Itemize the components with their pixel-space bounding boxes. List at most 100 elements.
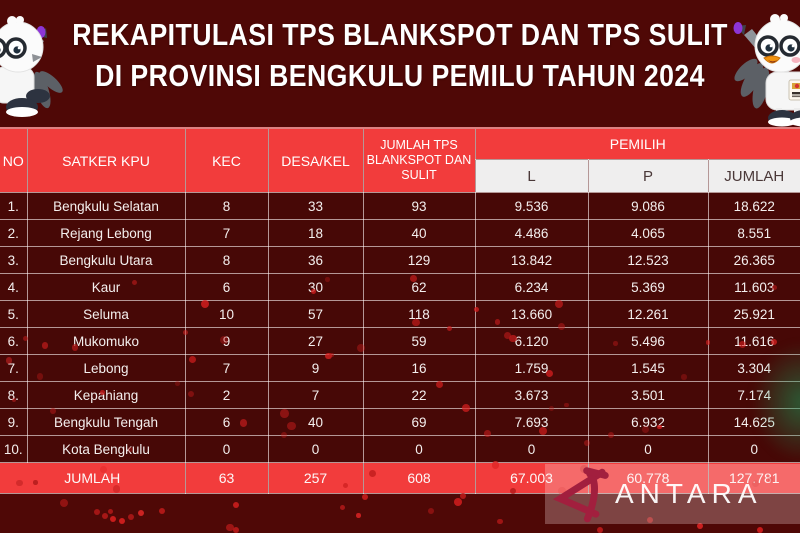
cell-kec: 8	[184, 192, 269, 220]
recap-table: NO SATKER KPU KEC DESA/KEL JUMLAH TPS BL…	[0, 127, 800, 494]
cell-pemilih-jumlah: 8.551	[707, 219, 800, 247]
cell-pemilih-l: 9.536	[474, 192, 589, 220]
title-line-1: REKAPITULASI TPS BLANKSPOT DAN TPS SULIT	[72, 17, 728, 52]
cell-pemilih-jumlah: 11.616	[707, 327, 800, 355]
cell-pemilih-jumlah: 7.174	[707, 381, 800, 409]
cell-desa: 7	[267, 381, 364, 409]
dot-decoration	[127, 513, 135, 521]
cell-kec: 7	[184, 354, 269, 382]
cell-pemilih-jumlah: 11.603	[707, 273, 800, 301]
watermark-brand: ANTARA	[615, 478, 763, 509]
cell-jumlah-tps: 16	[362, 354, 476, 382]
cell-no: 2.	[0, 219, 28, 247]
cell-pemilih-p: 6.932	[587, 408, 709, 436]
dot-decoration	[596, 526, 604, 533]
cell-desa: 33	[267, 192, 364, 220]
cell-desa: 9	[267, 354, 364, 382]
table-row: 6. Mukomuko 9 27 59 6.120 5.496 11.616	[0, 327, 800, 355]
cell-desa: 27	[267, 327, 364, 355]
col-header-pemilih: PEMILIH	[474, 127, 800, 160]
cell-kec: 10	[184, 300, 269, 328]
cell-pemilih-p: 5.369	[587, 273, 709, 301]
cell-jumlah-tps: 118	[362, 300, 476, 328]
cell-satker: Bengkulu Selatan	[26, 192, 186, 220]
cell-pemilih-p: 3.501	[587, 381, 709, 409]
cell-satker: Rejang Lebong	[26, 219, 186, 247]
cell-jumlah-tps: 59	[362, 327, 476, 355]
dot-decoration	[232, 501, 240, 509]
table-row: 2. Rejang Lebong 7 18 40 4.486 4.065 8.551	[0, 219, 800, 247]
total-desa: 257	[267, 462, 364, 494]
cell-no: 7.	[0, 354, 28, 382]
col-header-l: L	[475, 159, 589, 193]
cell-no: 3.	[0, 246, 28, 274]
cell-satker: Kepahiang	[26, 381, 186, 409]
cell-pemilih-l: 4.486	[474, 219, 589, 247]
cell-jumlah-tps: 93	[362, 192, 476, 220]
col-header-kec: KEC	[184, 127, 269, 193]
dot-decoration	[226, 523, 234, 531]
cell-no: 8.	[0, 381, 28, 409]
cell-pemilih-p: 1.545	[587, 354, 709, 382]
cell-satker: Mukomuko	[26, 327, 186, 355]
cell-satker: Bengkulu Utara	[26, 246, 186, 274]
col-header-satker: SATKER KPU	[26, 127, 186, 193]
dot-decoration	[137, 509, 145, 517]
cell-pemilih-jumlah: 26.365	[707, 246, 800, 274]
cell-satker: Seluma	[26, 300, 186, 328]
dot-decoration	[232, 526, 240, 533]
table-row: 9. Bengkulu Tengah 6 40 69 7.693 6.932 14.625	[0, 408, 800, 436]
cell-pemilih-l: 13.660	[474, 300, 589, 328]
cell-no: 10.	[0, 435, 28, 463]
cell-satker: Kaur	[26, 273, 186, 301]
cell-kec: 6	[184, 408, 269, 436]
dot-decoration	[93, 508, 101, 516]
dot-decoration	[339, 504, 345, 510]
cell-pemilih-l: 1.759	[474, 354, 589, 382]
cell-jumlah-tps: 0	[362, 435, 476, 463]
cell-pemilih-l: 6.120	[474, 327, 589, 355]
table-row: 4. Kaur 6 30 62 6.234 5.369 11.603	[0, 273, 800, 301]
cell-kec: 2	[184, 381, 269, 409]
cell-pemilih-jumlah: 14.625	[707, 408, 800, 436]
cell-pemilih-p: 5.496	[587, 327, 709, 355]
cell-no: 9.	[0, 408, 28, 436]
dot-decoration	[118, 517, 126, 525]
cell-jumlah-tps: 62	[362, 273, 476, 301]
cell-pemilih-p: 12.523	[587, 246, 709, 274]
cell-kec: 7	[184, 219, 269, 247]
cell-jumlah-tps: 69	[362, 408, 476, 436]
watermark: ANTARA	[545, 464, 800, 524]
cell-jumlah-tps: 22	[362, 381, 476, 409]
table-row: 1. Bengkulu Selatan 8 33 93 9.536 9.086 18.622	[0, 192, 800, 220]
page-title: REKAPITULASI TPS BLANKSPOT DAN TPS SULIT…	[56, 15, 744, 97]
total-p: 60.778	[587, 462, 709, 494]
table-row: 7. Lebong 7 9 16 1.759 1.545 3.304	[0, 354, 800, 382]
dot-decoration	[108, 508, 114, 514]
dot-decoration	[356, 513, 361, 518]
total-l: 67.003	[474, 462, 589, 494]
cell-pemilih-p: 12.261	[587, 300, 709, 328]
dot-decoration	[428, 508, 435, 515]
cell-kec: 9	[184, 327, 269, 355]
cell-desa: 18	[267, 219, 364, 247]
cell-jumlah-tps: 40	[362, 219, 476, 247]
dot-decoration	[361, 493, 369, 501]
dot-decoration	[158, 507, 166, 515]
cell-no: 5.	[0, 300, 28, 328]
cell-pemilih-l: 6.234	[474, 273, 589, 301]
cell-satker: Bengkulu Tengah	[26, 408, 186, 436]
dot-decoration	[101, 512, 109, 520]
total-tps: 608	[362, 462, 476, 494]
cell-kec: 8	[184, 246, 269, 274]
table-row: 8. Kepahiang 2 7 22 3.673 3.501 7.174	[0, 381, 800, 409]
cell-no: 4.	[0, 273, 28, 301]
cell-desa: 0	[267, 435, 364, 463]
table-row: 3. Bengkulu Utara 8 36 129 13.842 12.523 26.365	[0, 246, 800, 274]
dot-decoration	[109, 515, 117, 523]
dot-decoration	[497, 518, 503, 525]
cell-pemilih-jumlah: 25.921	[707, 300, 800, 328]
col-header-desa: DESA/KEL	[267, 127, 364, 193]
cell-pemilih-p: 9.086	[587, 192, 709, 220]
total-jumlah: 127.781	[707, 462, 800, 494]
